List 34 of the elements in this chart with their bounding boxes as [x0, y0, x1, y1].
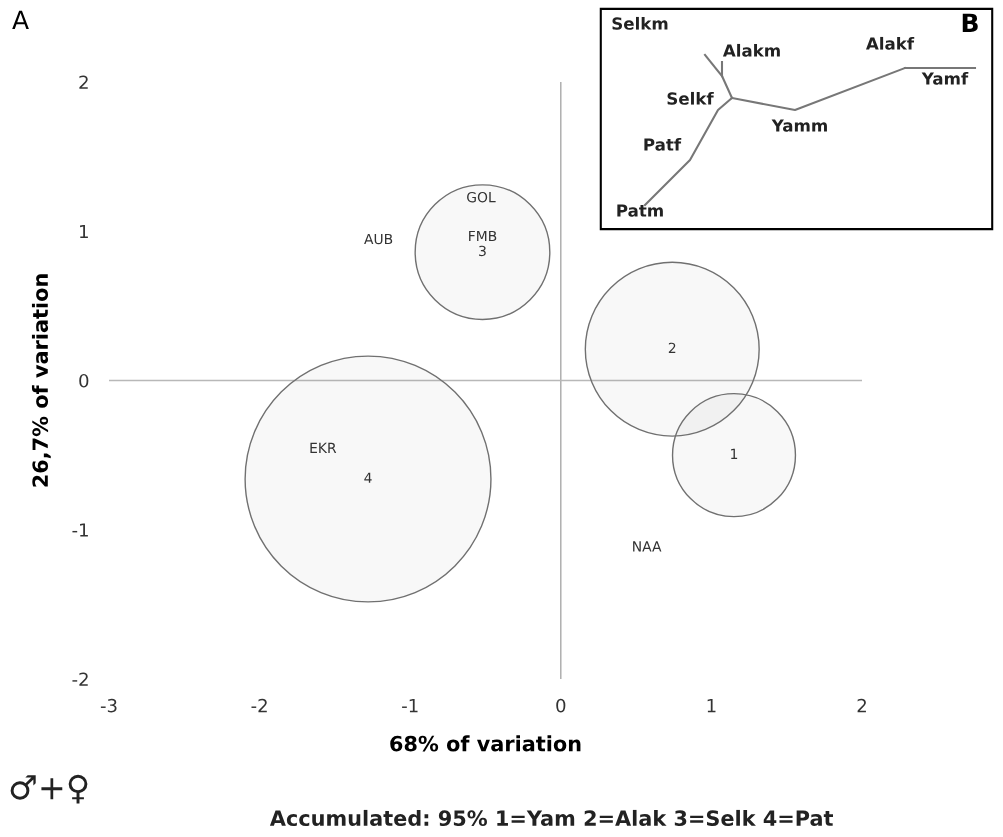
text: Alakm	[722, 43, 780, 57]
series-label: 4	[364, 472, 372, 483]
x-tick-label: -3	[100, 698, 117, 713]
text: Selkm	[612, 16, 668, 30]
series-label: 2	[668, 342, 676, 353]
y-tick-label: -2	[72, 672, 88, 686]
x-tick-label: -2	[251, 698, 267, 713]
annotation: AUB	[364, 233, 393, 245]
y-tick-label: -1	[72, 523, 88, 537]
annotation: EKR	[310, 442, 337, 453]
annotation: GOL	[467, 191, 496, 203]
annotation: Patf	[644, 137, 682, 151]
y-axis-title: 26,7% of variation	[31, 274, 51, 487]
annotation: Yamm	[771, 119, 827, 132]
annotation: Selkf	[667, 91, 714, 105]
x-tick-label: 2	[857, 698, 866, 713]
y-tick-label: 2	[79, 75, 88, 89]
chart-title: A	[12, 10, 29, 29]
x-tick-label: -1	[402, 699, 418, 713]
series-label: 3	[479, 245, 486, 257]
x-tick-label: 1	[707, 699, 716, 713]
annotation: Patm	[617, 204, 663, 217]
text: Alakf	[865, 36, 915, 50]
y-tick-label: 1	[80, 224, 88, 239]
x-axis-title: 68% of variation	[390, 735, 581, 752]
x-tick-label: 0	[556, 698, 566, 713]
text: B	[962, 13, 978, 32]
annotation: NAA	[633, 541, 662, 552]
text: Yamf	[921, 71, 969, 85]
y-tick-label: 0	[79, 373, 89, 388]
text: Accumulated: 95% 1=Yam 2=Alak 3=Selk 4=Pat	[269, 809, 833, 827]
text: ♂+♀	[10, 774, 88, 804]
annotation: FMB	[469, 230, 497, 242]
series-label: 1	[731, 448, 738, 459]
